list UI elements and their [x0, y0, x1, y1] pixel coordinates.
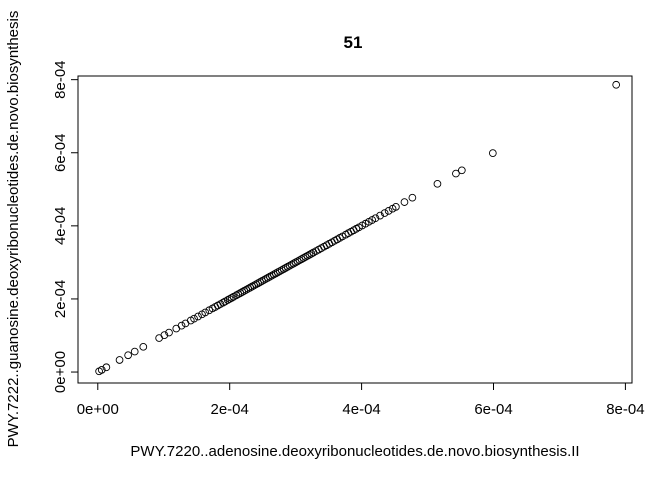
data-point	[281, 264, 290, 272]
x-axis: 0e+00 2e-04 4e-04 6e-04 8e-04	[77, 382, 645, 418]
data-point	[254, 279, 262, 288]
data-point	[190, 314, 198, 323]
data-point	[115, 356, 124, 364]
data-point	[256, 278, 264, 286]
data-point	[293, 257, 302, 266]
data-point	[297, 255, 306, 263]
data-point	[272, 269, 280, 278]
data-point	[236, 289, 245, 297]
data-point	[488, 149, 497, 157]
data-point	[250, 281, 258, 290]
data-point	[262, 274, 270, 283]
data-point	[301, 253, 310, 261]
chart-title: 51	[344, 33, 363, 52]
data-point	[612, 80, 621, 89]
data-point	[266, 272, 274, 281]
data-point	[242, 285, 251, 294]
x-axis-label: PWY.7220..adenosine.deoxyribonucleotides…	[130, 443, 579, 460]
data-point	[270, 270, 278, 279]
x-tick-label: 2e-04	[211, 401, 249, 418]
data-point	[97, 365, 106, 374]
data-point	[181, 319, 190, 328]
data-point	[165, 328, 173, 337]
data-point	[268, 271, 276, 280]
x-tick-label: 0e+00	[77, 401, 119, 418]
data-point	[155, 334, 163, 342]
data-point	[384, 207, 393, 215]
y-axis-label: PWY.7222..guanosine.deoxyribonucleotides…	[5, 11, 22, 448]
data-point	[124, 351, 132, 360]
data-point	[279, 265, 288, 273]
data-point	[408, 193, 417, 202]
data-point	[225, 295, 234, 303]
data-point	[305, 250, 314, 259]
data-point	[252, 280, 260, 289]
data-point	[371, 214, 380, 223]
data-point	[139, 342, 148, 351]
data-point	[452, 169, 460, 178]
data-point	[219, 298, 227, 307]
data-point	[295, 256, 304, 265]
data-point	[232, 291, 241, 300]
data-point	[177, 321, 186, 330]
y-tick-label: 4e-04	[52, 207, 69, 245]
data-point	[287, 260, 296, 269]
data-point	[307, 249, 316, 258]
y-tick-label: 6e-04	[52, 134, 69, 172]
data-point	[244, 284, 253, 293]
data-point	[201, 308, 210, 317]
data-point	[275, 267, 284, 276]
data-point	[238, 288, 247, 296]
data-point	[457, 166, 466, 175]
data-point	[194, 312, 202, 321]
x-tick-label: 4e-04	[342, 401, 380, 418]
data-point	[223, 296, 232, 304]
data-point	[376, 211, 384, 220]
y-tick-label: 2e-04	[52, 280, 69, 318]
data-point	[246, 283, 254, 292]
data-point	[380, 209, 389, 217]
data-point	[400, 198, 409, 206]
data-point	[283, 262, 292, 271]
data-point	[172, 324, 181, 333]
y-tick-label: 0e+00	[52, 351, 69, 393]
data-point	[227, 293, 236, 302]
data-point	[260, 276, 268, 284]
data-point	[160, 331, 169, 339]
data-point	[258, 277, 266, 285]
x-tick-label: 8e-04	[606, 401, 644, 418]
data-point	[273, 268, 282, 277]
data-point	[234, 290, 243, 299]
data-point	[291, 258, 300, 267]
data-point	[299, 254, 308, 262]
data-point	[277, 266, 286, 274]
data-point	[289, 259, 298, 268]
data-point	[303, 251, 312, 260]
data-point	[392, 202, 400, 211]
data-point	[264, 273, 272, 282]
y-tick-label: 8e-04	[52, 60, 69, 98]
data-point	[433, 179, 442, 188]
x-tick-label: 6e-04	[474, 401, 512, 418]
data-points	[95, 80, 621, 376]
y-axis: 0e+00 2e-04 4e-04 6e-04 8e-04	[52, 60, 79, 393]
data-point	[240, 287, 249, 295]
data-point	[102, 363, 111, 372]
data-point	[285, 261, 294, 270]
data-point	[248, 282, 256, 291]
data-point	[130, 347, 139, 356]
